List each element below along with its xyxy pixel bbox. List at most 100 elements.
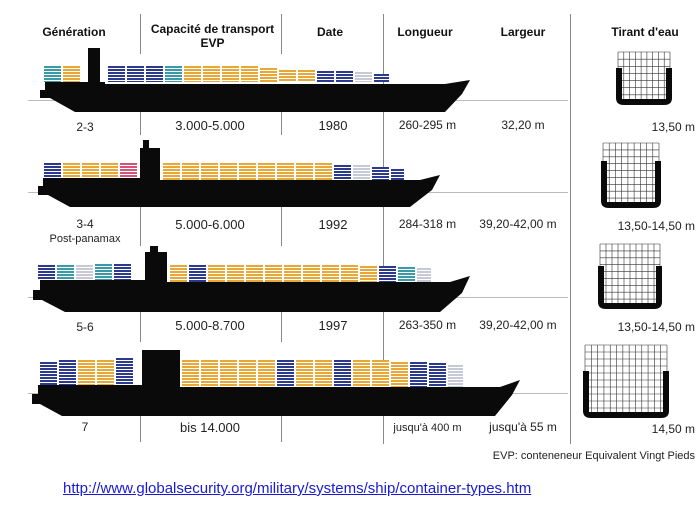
container-stripe	[353, 386, 370, 387]
container-stripe	[127, 77, 144, 78]
container-stripe	[265, 270, 282, 271]
container-stripe	[59, 380, 76, 381]
ship-hull	[40, 80, 470, 112]
container-stripe	[40, 364, 57, 365]
container-stripe	[220, 174, 237, 175]
header-capacity: Capacité de transport EVP	[150, 22, 275, 50]
hull-cross-section-4	[583, 344, 669, 418]
container-stripe	[220, 171, 237, 172]
container-stripe	[296, 377, 313, 378]
cell-capacity: 5.000-6.000	[175, 217, 245, 232]
container-stripe	[341, 276, 358, 277]
container-stripe	[114, 266, 131, 267]
container-stripe	[76, 270, 93, 271]
cell-capacity: 5.000-8.700	[175, 318, 245, 333]
column-divider	[281, 302, 282, 342]
container-stripe	[182, 362, 199, 363]
container-stripe	[374, 76, 389, 77]
container-stripe	[201, 371, 218, 372]
container-stripe	[114, 278, 131, 279]
cell-generation-sub: Post-panamax	[49, 233, 121, 245]
container-stripe	[78, 377, 95, 378]
container-stripe	[303, 273, 320, 274]
container-stripe	[279, 72, 296, 73]
container-stripe	[391, 174, 404, 175]
container-stripe	[277, 365, 294, 366]
container-stripe	[258, 377, 275, 378]
container-stripe	[182, 386, 199, 387]
container-stripe	[298, 75, 315, 76]
container-stripe	[59, 365, 76, 366]
container-stripe	[429, 371, 446, 372]
container-stripe	[182, 177, 199, 178]
container-stripe	[101, 168, 118, 169]
container-stripe	[298, 78, 315, 79]
container-stripe	[38, 276, 55, 277]
container-stripe	[184, 77, 201, 78]
container-stripe	[410, 376, 427, 377]
container-stripe	[277, 377, 294, 378]
container-stripe	[239, 386, 256, 387]
column-divider	[570, 14, 571, 444]
container-stripe	[44, 174, 61, 175]
container-stripe	[127, 71, 144, 72]
container-stripe	[220, 362, 237, 363]
container-stripe	[57, 279, 74, 280]
container-stripe	[116, 381, 133, 382]
container-stripe	[391, 364, 408, 365]
container-stripe	[208, 276, 225, 277]
ship-mast	[143, 140, 149, 150]
container-stripe	[227, 279, 244, 280]
container-stripe	[277, 374, 294, 375]
container-bay	[239, 360, 256, 387]
hull-cross-section-1	[616, 51, 672, 105]
container-stripe	[315, 165, 332, 166]
container-stripe	[410, 367, 427, 368]
container-stripe	[40, 376, 57, 377]
container-stripe	[227, 273, 244, 274]
container-stripe	[63, 168, 80, 169]
container-stripe	[78, 368, 95, 369]
container-stripe	[97, 365, 114, 366]
container-stripe	[76, 279, 93, 280]
container-stripe	[97, 368, 114, 369]
cell-generation: 3-4	[76, 217, 94, 231]
container-stripe	[315, 371, 332, 372]
container-stripe	[203, 68, 220, 69]
container-stripe	[116, 384, 133, 385]
container-stripe	[277, 177, 294, 178]
container-stripe	[38, 270, 55, 271]
container-stripe	[227, 267, 244, 268]
header-draft: Tirant d'eau	[611, 25, 679, 39]
container-stripe	[334, 173, 351, 174]
container-stripe	[220, 168, 237, 169]
container-stripe	[189, 276, 206, 277]
source-link[interactable]: http://www.globalsecurity.org/military/s…	[63, 480, 532, 497]
column-divider	[140, 105, 141, 135]
container-stripe	[59, 371, 76, 372]
container-stripe	[391, 171, 404, 172]
cell-draft: 13,50-14,50 m	[617, 219, 695, 233]
container-stripe	[372, 368, 389, 369]
container-stripe	[355, 77, 372, 78]
cell-generation: 7	[81, 420, 89, 434]
container-stripe	[296, 383, 313, 384]
header-date: Date	[316, 25, 343, 39]
cell-width: 39,20-42,00 m	[479, 217, 557, 231]
column-divider	[281, 105, 282, 135]
container-stripe	[296, 368, 313, 369]
container-stripe	[40, 382, 57, 383]
container-stripe	[315, 362, 332, 363]
container-stripe	[429, 383, 446, 384]
container-stripe	[303, 279, 320, 280]
container-stripe	[97, 371, 114, 372]
container-stripe	[379, 280, 396, 281]
cell-generation: 2-3	[76, 120, 94, 134]
container-stripe	[146, 77, 163, 78]
container-stripe	[220, 371, 237, 372]
container-bay	[277, 360, 294, 387]
container-stripe	[222, 80, 239, 81]
container-stripe	[227, 276, 244, 277]
container-stripe	[391, 379, 408, 380]
container-stripe	[260, 79, 277, 80]
